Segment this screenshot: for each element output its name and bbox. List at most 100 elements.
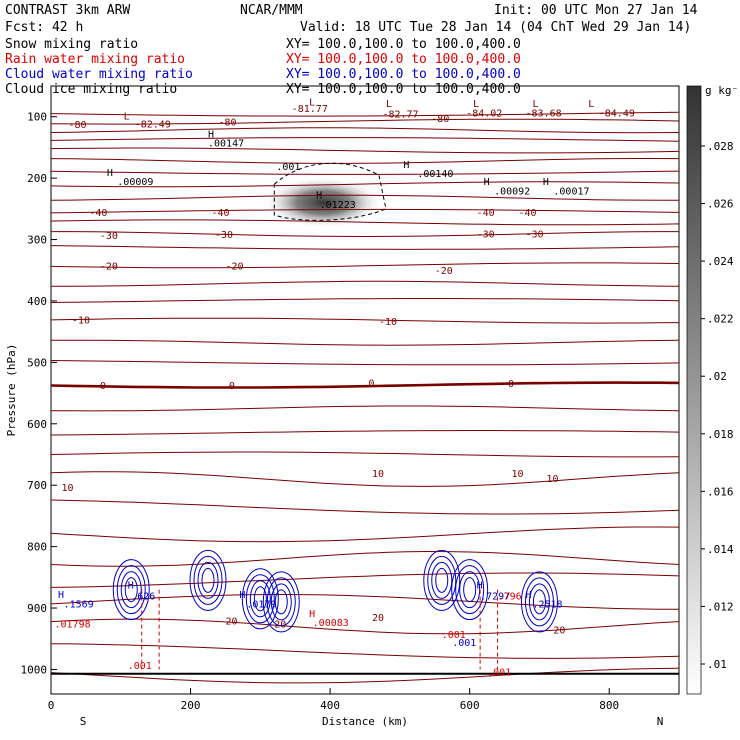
extremum-label: .001 [276, 162, 300, 173]
temperature-contour-line [51, 137, 679, 142]
temperature-contour-label: -10 [72, 315, 90, 326]
temperature-contour-line [51, 298, 679, 303]
temperature-contour-label: 10 [512, 469, 524, 480]
model-title: CONTRAST 3km ARW [5, 3, 130, 18]
x-tick-label: 600 [460, 699, 480, 712]
extremum-label: H [239, 590, 245, 601]
temperature-contour-label: -40 [211, 208, 229, 219]
y-tick-label: 900 [27, 602, 47, 615]
y-tick-label: 700 [27, 479, 47, 492]
y-tick-label: 1000 [21, 663, 48, 676]
extremum-label: H [525, 590, 531, 601]
extremum-label: .7297 [480, 592, 510, 603]
temperature-contour-line [51, 430, 679, 436]
extremum-label: .001 [487, 667, 511, 678]
extremum-label: .796 [498, 592, 522, 603]
temperature-contour-line [51, 360, 679, 366]
colorbar-tick-label: .022 [707, 313, 734, 326]
y-tick-label: 300 [27, 234, 47, 247]
extremum-label: H [107, 168, 113, 179]
cloud-water-contour [427, 555, 457, 605]
temperature-contour-line [51, 593, 679, 610]
cloud-water-contour [455, 565, 485, 615]
cloud-water-contour [451, 559, 489, 621]
extremum-label: .00009 [117, 177, 153, 188]
temperature-contour-line [51, 147, 679, 154]
field-xy-rain: XY= 100.0,100.0 to 100.0,400.0 [286, 52, 521, 67]
colorbar-tick-label: .018 [707, 428, 734, 441]
temperature-contour-line [51, 208, 679, 214]
x-tick-label: 800 [599, 699, 619, 712]
temperature-contour-line [51, 245, 679, 250]
colorbar-unit: g kg⁻¹ [705, 84, 740, 97]
temperature-contour-line [51, 526, 679, 543]
cloud-water-contour [112, 559, 150, 621]
y-tick-label: 200 [27, 172, 47, 185]
field-name-cloud-ice: Cloud ice mixing ratio [5, 82, 177, 97]
cloud-water-contour [528, 583, 550, 621]
extremum-label: L [532, 99, 538, 110]
extremum-label: H [316, 191, 322, 202]
extremum-label: L [124, 111, 130, 122]
valid-time: Valid: 18 UTC Tue 28 Jan 14 (04 ChT Wed … [300, 20, 691, 35]
cloud-water-contour [435, 567, 449, 593]
extremum-label: L [473, 99, 479, 110]
temperature-contour-line [51, 643, 679, 659]
temperature-contour-line [51, 572, 679, 588]
temperature-contour-label: 0 [368, 379, 374, 390]
temperature-contour-label: 0 [229, 381, 235, 392]
temperature-contour-line [51, 667, 679, 684]
temperature-contour-line [51, 471, 679, 487]
cloud-water-contour [197, 561, 219, 599]
extremum-label: H [484, 177, 490, 188]
temperature-contour-line [51, 550, 679, 567]
temperature-contour-label: -30 [525, 229, 543, 240]
x-tick-label: 0 [48, 699, 55, 712]
cloud-water-contour [253, 586, 267, 612]
temperature-contour-line [51, 181, 679, 188]
temperature-contour-line [51, 219, 679, 226]
cloud-water-contour [262, 571, 300, 633]
extremum-label: H [477, 581, 483, 592]
temperature-contour-line [51, 262, 679, 269]
extremum-label: H [543, 177, 549, 188]
cloud-water-contour [124, 577, 138, 603]
temperature-contour-line [51, 280, 679, 287]
colorbar-tick-label: .024 [707, 255, 734, 268]
cloud-water-contour [266, 577, 296, 627]
temperature-contour-line [51, 317, 679, 324]
temperature-contour-label: -10 [379, 317, 397, 328]
temperature-contour-label: -30 [215, 230, 233, 241]
colorbar-tick-label: .016 [707, 485, 734, 498]
y-tick-label: 500 [27, 356, 47, 369]
x-tick-label: 200 [181, 699, 201, 712]
temperature-contour-line [51, 127, 679, 134]
temperature-contour-line [51, 118, 679, 125]
y-axis-title: Pressure (hPa) [5, 344, 18, 437]
extremum-label: -82.49 [135, 119, 171, 130]
temperature-contour-label: -80 [218, 118, 236, 129]
extremum-label: .00140 [417, 169, 453, 180]
temperature-contour-line [51, 158, 679, 164]
extremum-label: .00147 [208, 139, 244, 150]
temperature-contour-label: -80 [431, 114, 449, 125]
temperature-contour-label: -20 [435, 266, 453, 277]
extremum-label: H [128, 581, 134, 592]
cloud-water-contour [520, 571, 558, 633]
cloud-water-contour [423, 549, 461, 611]
temperature-contour-label: -30 [477, 229, 495, 240]
cloud-water-contour [245, 574, 275, 624]
cloud-water-contour [249, 580, 271, 618]
colorbar [686, 85, 702, 695]
y-tick-label: 400 [27, 295, 47, 308]
extremum-label: -84.02 [466, 108, 502, 119]
cloud-water-contour [116, 565, 146, 615]
extremum-label: H [403, 160, 409, 171]
colorbar-tick-label: .014 [707, 543, 734, 556]
temperature-contour-label: -40 [519, 208, 537, 219]
temperature-contour-label: 0 [508, 379, 514, 390]
extremum-label: -81.77 [292, 104, 328, 115]
temperature-contour-label: 20 [372, 613, 384, 624]
cloud-water-contour [193, 555, 223, 605]
